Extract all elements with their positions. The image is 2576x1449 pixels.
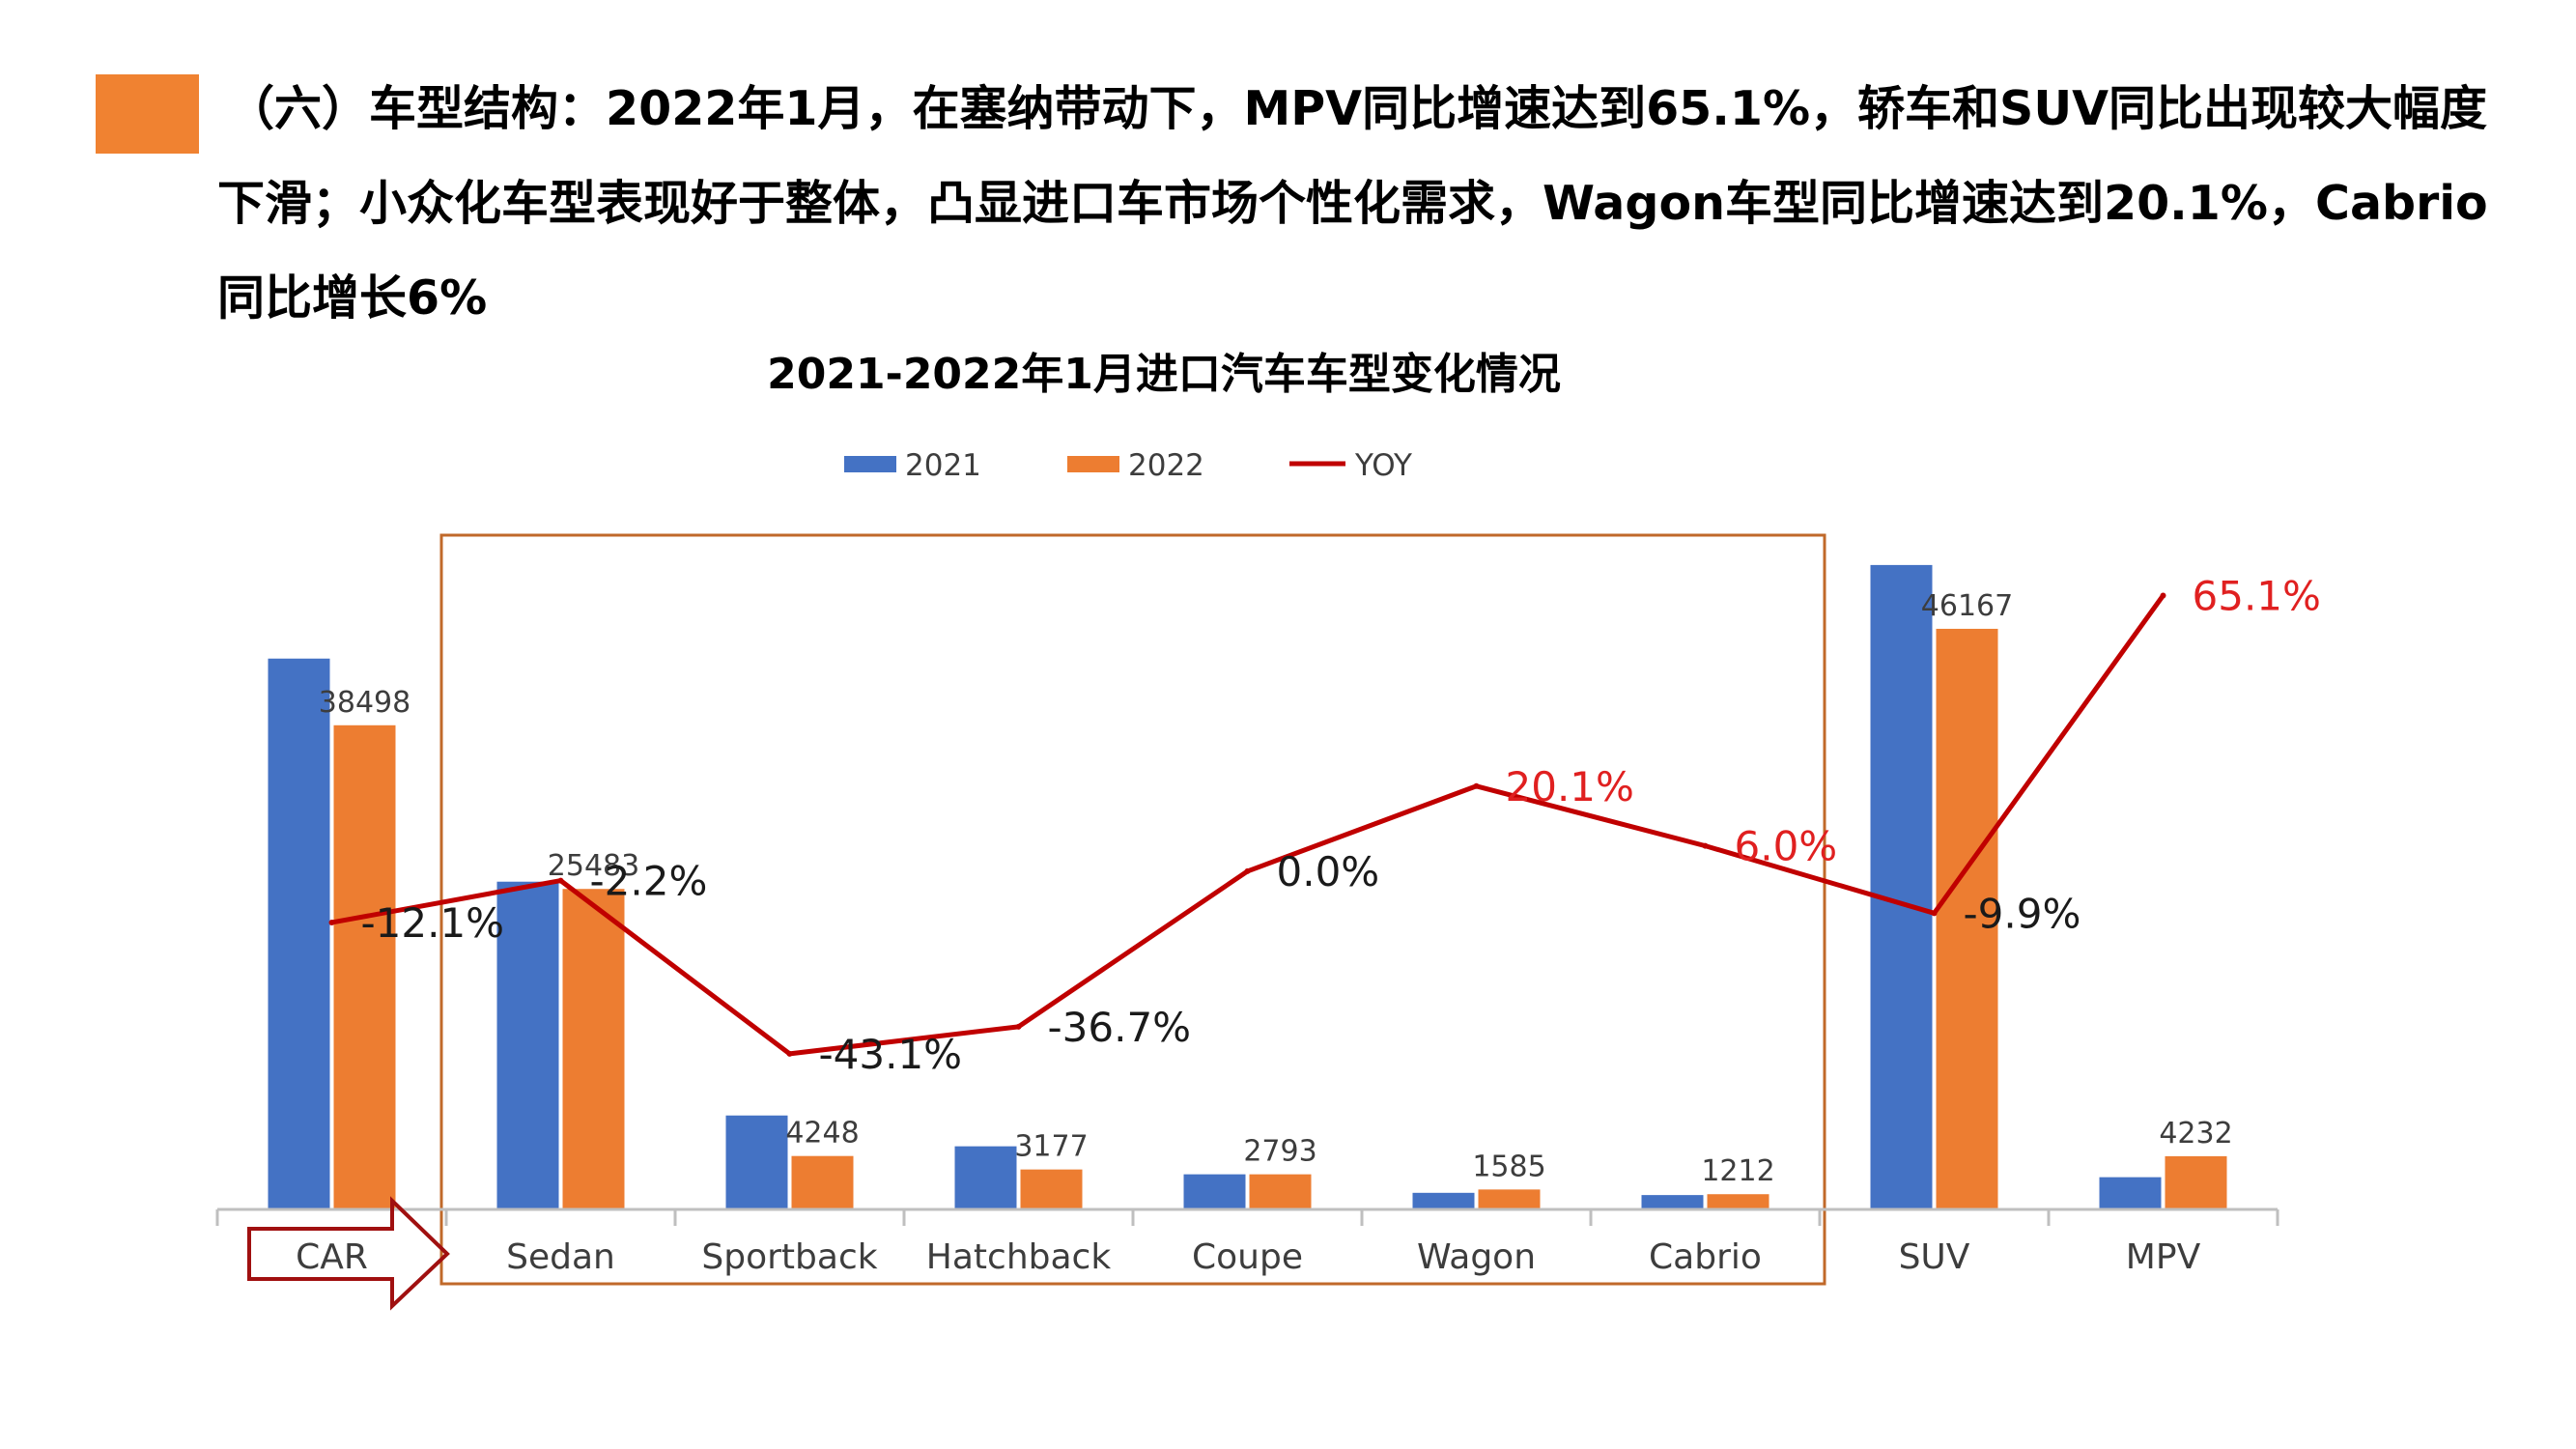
category-label-hatchback: Hatchback [926,1237,1112,1277]
arrow-shape [247,1196,450,1311]
bar-2022-mpv [2165,1155,2227,1209]
bar-2021-mpv [2099,1177,2162,1209]
data-label-2022-sportback: 4248 [785,1117,859,1151]
data-label-2022-wagon: 1585 [1472,1150,1545,1183]
bar-2022-cabrio [1707,1194,1769,1209]
category-label-cabrio: Cabrio [1649,1237,1762,1277]
yoy-series: -12.1% -2.2% -43.1% -36.7% 0.0% 20.1% 6.0% -9.9… [328,572,2321,1078]
bar-2022-car [333,724,396,1209]
yoy-point-hatchback [1015,1023,1022,1030]
highlight-box [439,533,1826,1286]
yoy-label-coupe: 0.0% [1277,848,1380,895]
legend: 2021 2022 YOY [844,448,1412,483]
legend-label-yoy: YOY [1354,448,1412,483]
heading-line-2: 下滑；小众化车型表现好于整体，凸显进口车市场个性化需求，Wagon车型同比增速达… [217,176,2488,231]
category-label-sedan: Sedan [506,1237,615,1277]
bar-2021-car [268,658,330,1209]
heading-line-1: （六）车型结构：2022年1月，在塞纳带动下，MPV同比增速达到65.1%，轿车… [227,81,2488,136]
legend-swatch-2022 [1067,456,1119,472]
data-labels: 38498 25483 4248 3177 2793 1585 1212 46167 4232 [319,589,2233,1188]
bar-2022-wagon [1478,1189,1541,1209]
legend-swatch-2021 [844,456,896,472]
bar-2022-coupe [1249,1174,1312,1209]
category-label-suv: SUV [1899,1237,1970,1277]
yoy-point-mpv [2160,592,2166,599]
yoy-point-car [328,919,335,925]
legend-label-2021: 2021 [905,448,981,483]
yoy-label-hatchback: -36.7% [1048,1004,1192,1051]
yoy-point-cabrio [1702,842,1709,849]
data-label-2022-car: 38498 [319,686,410,720]
data-label-2022-suv: 46167 [1921,589,2013,623]
yoy-label-mpv: 65.1% [2193,572,2321,619]
chart-title: 2021-2022年1月进口汽车车型变化情况 [767,350,1561,399]
yoy-label-sportback: -43.1% [819,1031,963,1078]
data-label-2022-coupe: 2793 [1243,1135,1316,1169]
bar-2022-hatchback [1020,1169,1083,1209]
data-label-2022-sedan: 25483 [548,849,639,883]
bar-2021-suv [1870,564,1933,1209]
yoy-label-wagon: 20.1% [1506,763,1634,810]
bar-2021-sportback [725,1115,788,1209]
bar-2022-sedan [562,889,625,1209]
yoy-point-suv [1931,910,1938,917]
yoy-point-wagon [1473,782,1480,789]
category-label-car: CAR [296,1237,368,1277]
category-label-coupe: Coupe [1192,1237,1303,1277]
category-label-mpv: MPV [2126,1237,2201,1277]
accent-block [96,74,199,154]
data-label-2022-cabrio: 1212 [1701,1154,1774,1188]
bar-2021-sedan [496,881,559,1209]
yoy-point-sportback [786,1050,793,1057]
category-label-wagon: Wagon [1417,1237,1536,1277]
legend-label-2022: 2022 [1128,448,1204,483]
bar-2022-suv [1936,628,1998,1209]
bar-2021-coupe [1183,1174,1246,1209]
x-axis: CAR Sedan Sportback Hatchback Coupe Wagon Cabr… [215,1196,2279,1311]
data-label-2022-hatchback: 3177 [1014,1130,1088,1164]
highlight-layer [439,533,1826,1286]
yoy-label-sedan: -2.2% [590,858,708,905]
yoy-point-sedan [557,877,564,884]
bar-2021-hatchback [954,1146,1017,1209]
heading-line-3: 同比增长6% [217,270,488,326]
bar-2022-sportback [791,1155,854,1209]
data-label-2022-mpv: 4232 [2159,1117,2232,1151]
bars [268,564,2227,1209]
bar-2021-cabrio [1641,1195,1704,1209]
category-label-sportback: Sportback [701,1237,877,1277]
yoy-point-coupe [1244,867,1251,874]
yoy-label-car: -12.1% [361,899,505,947]
yoy-label-suv: -9.9% [1964,890,2081,937]
yoy-label-cabrio: 6.0% [1735,823,1838,870]
bar-2021-wagon [1412,1192,1475,1209]
